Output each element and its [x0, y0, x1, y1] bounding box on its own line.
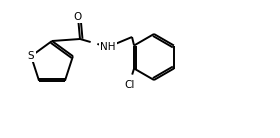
- Text: O: O: [74, 12, 82, 22]
- Text: NH: NH: [100, 42, 116, 52]
- Text: S: S: [28, 51, 34, 61]
- Text: Cl: Cl: [124, 79, 134, 90]
